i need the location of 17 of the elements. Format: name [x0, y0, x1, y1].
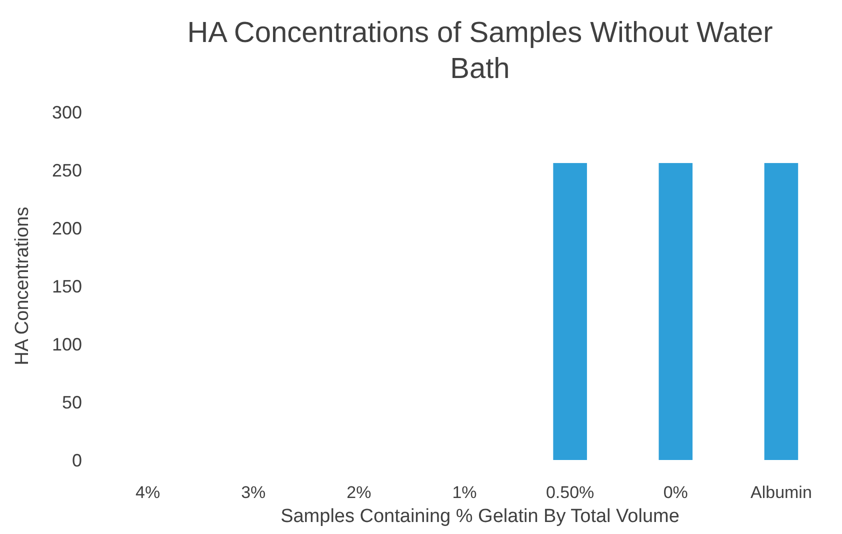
y-tick-label: 150 — [52, 276, 82, 296]
x-tick-label: 3% — [241, 483, 266, 502]
y-tick-label: 100 — [52, 334, 82, 354]
y-tick-label: 200 — [52, 218, 82, 238]
x-tick-label: 0% — [663, 483, 688, 502]
x-tick-label: 0.50% — [546, 483, 594, 502]
x-tick-label: 2% — [346, 483, 372, 502]
x-tick-label: 1% — [452, 483, 477, 502]
y-tick-label: 50 — [62, 392, 82, 412]
x-axis-title: Samples Containing % Gelatin By Total Volume — [280, 506, 680, 527]
y-tick-label: 300 — [52, 102, 82, 122]
x-tick-label: 4% — [135, 483, 160, 502]
y-tick-label: 250 — [52, 160, 82, 180]
y-axis-title: HA Concentrations — [12, 206, 33, 366]
chart-title: HA Concentrations of Samples Without Water Bath — [187, 17, 774, 85]
x-tick-label: Albumin — [750, 483, 812, 502]
y-tick-label: 0 — [72, 450, 82, 470]
